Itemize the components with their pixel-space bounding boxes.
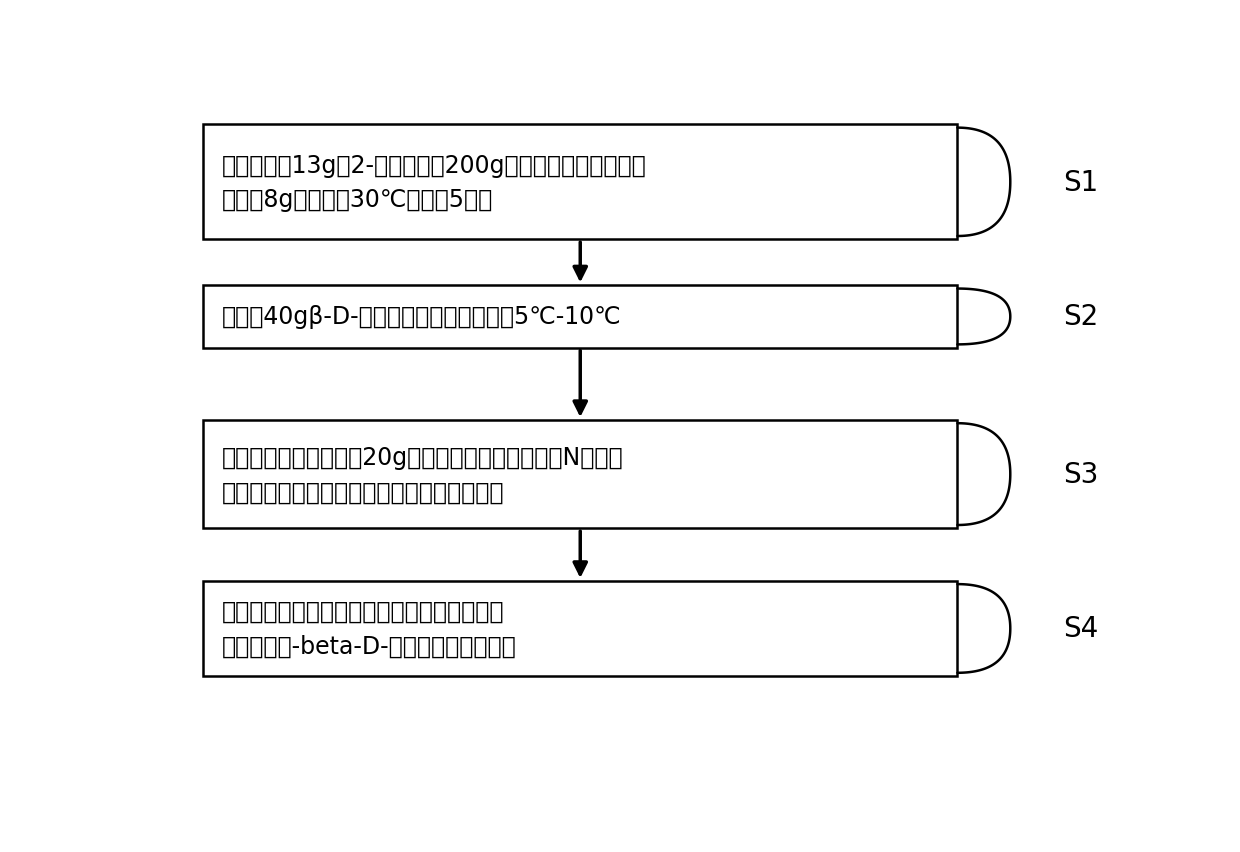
Bar (203, 286, 957, 348)
Text: 用无水硫酸钓干燥后过滤，然后再进行醇解得
所述异丙基-beta-D-硫代半乳糖吵喂糖苷: 用无水硫酸钓干燥后过滤，然后再进行醇解得 所述异丙基-beta-D-硫代半乳糖吵… (222, 600, 517, 658)
Text: S4: S4 (1063, 615, 1099, 642)
Bar (203, 581, 957, 676)
Bar (203, 125, 957, 240)
Text: 按重量比将13g的2-渴丙烷溢于200g的二氯甲烷中，再加入
硫脲尾8g，保温在30℃，反冔5小时: 按重量比将13g的2-渴丙烷溢于200g的二氯甲烷中，再加入 硫脲尾8g，保温在… (222, 153, 647, 212)
Bar (203, 420, 957, 528)
Text: S3: S3 (1063, 461, 1099, 488)
Text: 按预设速度加入浓硫酯20g，加料完后继续保温反应N小时，
加入清水洗涤，再用碳酸氢钓溶液洗涤至中性: 按预设速度加入浓硫酯20g，加料完后继续保温反应N小时， 加入清水洗涤，再用碳酸… (222, 446, 624, 504)
Text: 再加兤40gβ-D-半乳糖五乙酸酯，降温至5℃-10℃: 再加兤40gβ-D-半乳糖五乙酸酯，降温至5℃-10℃ (222, 305, 622, 329)
Text: S1: S1 (1063, 169, 1099, 197)
Text: S2: S2 (1063, 303, 1099, 331)
